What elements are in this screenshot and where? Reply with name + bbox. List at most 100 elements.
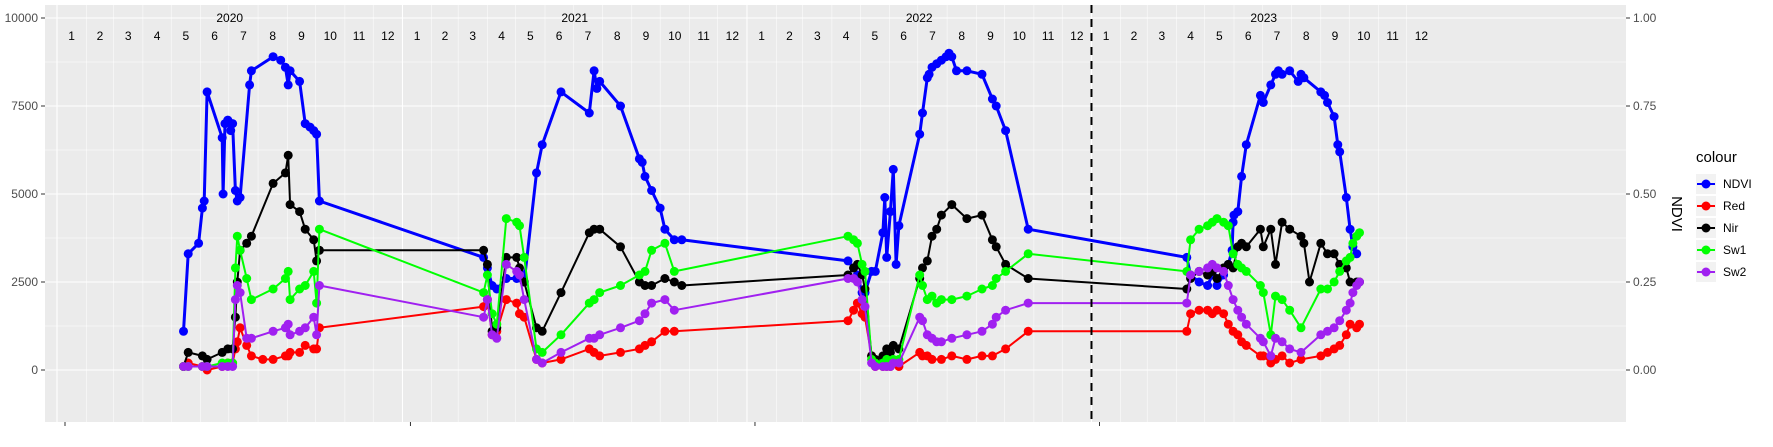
data-point-sw1 [479, 288, 489, 298]
month-label: 5 [182, 29, 189, 43]
data-point-sw1 [1323, 284, 1332, 294]
data-point-sw2 [230, 295, 240, 305]
data-point-ndvi [1212, 281, 1222, 290]
data-point-red [1212, 305, 1222, 315]
data-point-ndvi [1182, 252, 1192, 262]
data-point-sw2 [634, 316, 644, 326]
data-point-nir [918, 263, 927, 273]
data-point-ndvi [885, 207, 895, 217]
data-point-ndvi [1320, 90, 1330, 100]
data-point-sw1 [1345, 252, 1355, 262]
data-point-red [640, 340, 650, 350]
month-label: 10 [1357, 29, 1371, 43]
data-point-sw1 [1241, 266, 1251, 276]
month-label: 9 [987, 29, 994, 43]
data-point-sw2 [962, 330, 972, 340]
month-label: 9 [1332, 29, 1339, 43]
data-point-sw1 [232, 231, 242, 241]
data-point-sw2 [1266, 351, 1276, 361]
data-point-sw1 [501, 214, 511, 224]
data-point-red [295, 347, 305, 357]
data-point-sw2 [1001, 305, 1011, 315]
month-label: 2 [442, 29, 449, 43]
data-point-ndvi [888, 164, 898, 174]
data-point-ndvi [246, 66, 256, 76]
legend-item-sw2: Sw2 [1696, 262, 1747, 282]
data-point-ndvi [1023, 224, 1033, 234]
data-point-ndvi [314, 196, 324, 206]
data-point-sw2 [537, 358, 547, 368]
data-point-nir [285, 200, 295, 210]
data-point-sw1 [1271, 291, 1280, 301]
month-label: 12 [1415, 29, 1429, 43]
data-point-red [242, 340, 252, 350]
data-point-nir [860, 284, 870, 294]
data-point-sw1 [280, 274, 290, 283]
data-point-sw1 [1001, 266, 1011, 276]
y-tick-label: 10000 [5, 11, 39, 25]
data-point-red [962, 354, 972, 364]
data-point-ndvi [1258, 98, 1268, 107]
data-point-sw2 [918, 316, 927, 326]
data-point-ndvi [987, 94, 997, 104]
data-point-nir [962, 214, 972, 224]
legend-label: Sw2 [1723, 265, 1747, 279]
data-point-ndvi [1285, 66, 1295, 76]
data-point-nir [283, 150, 293, 160]
data-point-red [1258, 351, 1268, 361]
data-point-red [312, 344, 322, 354]
month-label: 5 [872, 29, 879, 43]
data-point-red [936, 354, 946, 364]
legend-label: Nir [1723, 221, 1738, 235]
data-point-ndvi [843, 256, 853, 266]
legend-key-point [1701, 223, 1711, 233]
data-point-ndvi [616, 101, 625, 111]
data-point-red [556, 354, 566, 364]
month-label: 4 [843, 29, 850, 43]
data-point-nir [677, 281, 687, 290]
data-point-sw1 [1348, 238, 1358, 248]
month-label: 12 [381, 29, 395, 43]
data-point-sw2 [1233, 305, 1243, 315]
series-sw2 [179, 259, 1364, 371]
data-point-sw1 [595, 288, 605, 298]
legend-key-point [1701, 201, 1711, 211]
data-point-nir [537, 326, 547, 336]
data-point-ndvi [226, 126, 236, 136]
data-point-sw1 [1258, 288, 1268, 298]
data-point-ndvi [202, 87, 212, 97]
data-point-sw2 [1212, 263, 1222, 273]
data-point-red [1296, 354, 1306, 364]
month-label: 8 [614, 29, 621, 43]
data-point-sw2 [977, 326, 987, 336]
data-point-nir [512, 252, 522, 262]
data-point-ndvi [532, 168, 541, 178]
month-label: 7 [1274, 29, 1281, 43]
data-point-nir [1023, 274, 1033, 283]
data-point-sw2 [936, 337, 946, 347]
data-point-ndvi [977, 69, 987, 79]
data-point-nir [1212, 274, 1222, 283]
month-label: 4 [498, 29, 505, 43]
data-point-ndvi [183, 249, 193, 259]
data-point-sw1 [537, 347, 547, 357]
data-point-sw1 [660, 238, 670, 248]
data-point-nir [1266, 224, 1276, 234]
data-point-sw1 [519, 252, 529, 262]
data-point-red [1194, 305, 1204, 315]
data-point-red [987, 351, 997, 361]
legend-key-point [1701, 267, 1711, 277]
data-point-sw1 [285, 295, 295, 305]
data-point-nir [1296, 231, 1306, 241]
data-point-sw2 [1271, 333, 1280, 343]
month-label: 10 [1013, 29, 1027, 43]
data-point-nir [640, 281, 650, 290]
month-label: 11 [353, 29, 366, 43]
month-label: 11 [1386, 29, 1399, 43]
data-point-red [843, 316, 853, 326]
data-point-red [1182, 326, 1192, 336]
month-label: 7 [240, 29, 247, 43]
legend-items: NDVI Red Nir Sw1 Sw2 [1696, 174, 1752, 282]
data-point-sw1 [1186, 235, 1196, 245]
